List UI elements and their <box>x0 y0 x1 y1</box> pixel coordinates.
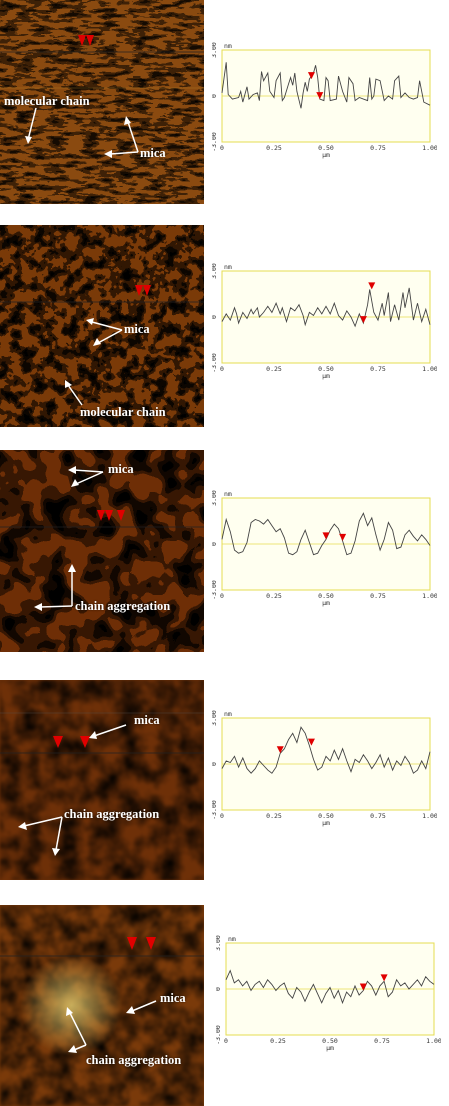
y-unit-label: nm <box>224 263 232 271</box>
y-tick-label: -3.00 <box>212 132 218 152</box>
y-tick-label: 3.00 <box>212 263 218 279</box>
cursor-marker <box>359 983 367 991</box>
x-tick-label: 0.50 <box>318 365 334 373</box>
x-unit-label: µm <box>322 151 330 159</box>
x-tick-label: 1.00 <box>422 365 437 373</box>
y-tick-label: 0 <box>212 94 218 98</box>
y-tick-label: -3.00 <box>212 800 218 820</box>
cursor-marker <box>380 974 388 982</box>
y-tick-label: -3.00 <box>212 580 218 600</box>
x-tick-label: 0.25 <box>266 365 282 373</box>
x-tick-label: 0.50 <box>322 1037 338 1045</box>
y-tick-label: 3.00 <box>216 935 222 951</box>
x-tick-label: 0 <box>220 365 224 373</box>
x-tick-label: 0 <box>224 1037 228 1045</box>
y-tick-label: 0 <box>212 762 218 766</box>
x-tick-label: 0.75 <box>370 365 386 373</box>
afm-image-3: mica chain aggregation <box>0 450 204 652</box>
x-unit-label: µm <box>326 1044 334 1052</box>
afm-image-2: mica molecular chain <box>0 225 204 429</box>
cursor-marker <box>307 738 315 746</box>
label-molecular-chain: molecular chain <box>4 94 90 108</box>
x-tick-label: 1.00 <box>422 592 437 600</box>
x-tick-label: 0.75 <box>370 144 386 152</box>
x-tick-label: 1.00 <box>422 812 437 820</box>
y-tick-label: 3.00 <box>212 42 218 58</box>
label-molecular-chain: molecular chain <box>80 405 166 419</box>
x-unit-label: µm <box>322 819 330 827</box>
label-mica: mica <box>140 146 166 160</box>
label-mica: mica <box>160 991 186 1005</box>
cursor-marker <box>339 533 347 541</box>
cursor-marker <box>307 72 315 80</box>
x-unit-label: µm <box>322 599 330 607</box>
y-tick-label: 0 <box>212 542 218 546</box>
y-unit-label: nm <box>224 710 232 718</box>
x-tick-label: 0.25 <box>266 144 282 152</box>
cursor-marker <box>322 532 330 540</box>
y-tick-label: 0 <box>212 315 218 319</box>
y-tick-label: 3.00 <box>212 490 218 506</box>
x-tick-label: 1.00 <box>426 1037 441 1045</box>
label-mica: mica <box>124 322 150 336</box>
y-tick-label: 3.00 <box>212 710 218 726</box>
x-tick-label: 0.25 <box>266 812 282 820</box>
x-tick-label: 0.75 <box>374 1037 390 1045</box>
y-unit-label: nm <box>224 42 232 50</box>
height-trace <box>221 512 431 556</box>
afm-image-4: mica chain aggregation <box>0 680 204 880</box>
y-unit-label: nm <box>228 935 236 943</box>
x-tick-label: 0.75 <box>370 812 386 820</box>
height-trace <box>225 969 435 1005</box>
label-mica: mica <box>134 713 160 727</box>
afm-image-1: molecular chain mica <box>0 0 204 204</box>
y-tick-label: 0 <box>216 987 222 991</box>
x-tick-label: 0.50 <box>318 812 334 820</box>
label-chain-aggregation: chain aggregation <box>64 807 160 821</box>
height-trace <box>221 62 431 109</box>
y-tick-label: -3.00 <box>216 1025 222 1045</box>
label-mica: mica <box>108 462 134 476</box>
cursor-marker <box>316 92 324 100</box>
cursor-marker <box>276 746 284 754</box>
x-tick-label: 1.00 <box>422 144 437 152</box>
height-trace <box>221 287 431 328</box>
x-tick-label: 0.50 <box>318 592 334 600</box>
x-tick-label: 0.50 <box>318 144 334 152</box>
x-tick-label: 0.25 <box>270 1037 286 1045</box>
cursor-marker <box>359 316 367 324</box>
cursor-marker <box>368 282 376 290</box>
label-chain-aggregation: chain aggregation <box>75 599 171 613</box>
afm-image-5: mica chain aggregation <box>0 905 204 1106</box>
label-chain-aggregation: chain aggregation <box>86 1053 182 1067</box>
x-tick-label: 0.25 <box>266 592 282 600</box>
height-trace <box>221 726 431 774</box>
x-tick-label: 0 <box>220 592 224 600</box>
x-tick-label: 0 <box>220 144 224 152</box>
x-tick-label: 0 <box>220 812 224 820</box>
x-unit-label: µm <box>322 372 330 380</box>
x-tick-label: 0.75 <box>370 592 386 600</box>
y-tick-label: -3.00 <box>212 353 218 373</box>
y-unit-label: nm <box>224 490 232 498</box>
